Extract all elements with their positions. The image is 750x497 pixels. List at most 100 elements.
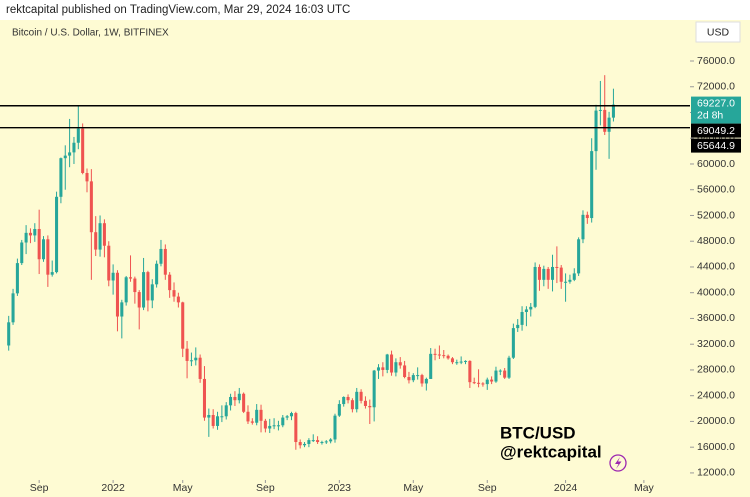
y-tick-label: 56000.0 (697, 184, 735, 196)
candle-body (76, 128, 80, 143)
candle-body (176, 296, 180, 303)
candle-body (37, 228, 41, 260)
candle-body (281, 417, 285, 426)
candle-body (185, 348, 189, 361)
candle-body (572, 273, 576, 280)
currency: USD (707, 26, 730, 38)
candle-body (507, 357, 511, 378)
candle-body (337, 404, 341, 416)
candle-body (324, 441, 328, 443)
candle-body (289, 413, 294, 417)
chart-title: Bitcoin / U.S. Dollar, 1W, BITFINEX (12, 28, 169, 39)
candle-body (120, 302, 124, 317)
y-tick-label: 48000.0 (697, 235, 735, 247)
candle-body (376, 367, 381, 371)
candle-body (150, 284, 154, 301)
candle-body (520, 312, 524, 325)
header: rektcapital published on TradingView.com… (6, 4, 350, 16)
candle-body (416, 375, 420, 377)
lightning-icon[interactable] (609, 454, 627, 472)
candle-body (577, 239, 581, 274)
candle-body (189, 360, 193, 362)
candle-body (363, 400, 367, 406)
candle-body (555, 266, 559, 268)
candle-body (529, 306, 533, 310)
candle-body (372, 370, 376, 408)
y-tick-label: 32000.0 (697, 338, 735, 350)
y-tick-label: 20000.0 (697, 415, 735, 427)
candle-body (550, 266, 555, 280)
candle-body (272, 425, 276, 427)
candle-body (250, 421, 254, 423)
candle-body (407, 377, 411, 381)
candle-body (41, 239, 46, 260)
candle-body (450, 358, 454, 363)
candle-body (98, 223, 102, 250)
chart-background (0, 20, 750, 497)
candle-body (524, 309, 528, 313)
candle-body (559, 267, 563, 282)
y-tick-label: 12000.0 (697, 467, 735, 479)
candle-body (59, 158, 63, 197)
candle-body (533, 266, 537, 307)
candle-body (459, 361, 463, 363)
candle-body (342, 396, 346, 405)
candle-body (311, 440, 315, 442)
y-tick-label: 28000.0 (697, 364, 735, 376)
candle-body (537, 266, 541, 280)
candle-body (564, 281, 568, 283)
candle-body (320, 442, 324, 444)
candle-body (172, 290, 176, 297)
x-tick-label: May (634, 482, 655, 494)
candle-body (381, 367, 385, 370)
candle-body (46, 239, 50, 275)
candle-body (155, 263, 159, 285)
candle-body (181, 302, 185, 349)
candle-body (420, 375, 424, 384)
x-tick-label: May (173, 482, 194, 494)
candle-body (355, 391, 359, 410)
candle-body (303, 443, 307, 446)
candle-body (63, 155, 67, 159)
candle-body (498, 370, 502, 372)
x-tick-label: Sep (30, 482, 49, 494)
candle-body (229, 396, 233, 406)
candle-body (437, 354, 441, 356)
y-tick-label: 16000.0 (697, 441, 735, 453)
candle-body (424, 378, 428, 384)
candle-body (268, 425, 272, 429)
candle-body (329, 439, 333, 442)
line-label-box (691, 138, 741, 153)
y-tick-label: 72000.0 (697, 81, 735, 93)
candle-body (85, 172, 89, 182)
candle-body (494, 370, 498, 382)
candle-body (294, 413, 298, 443)
candle-body (455, 362, 459, 364)
candle-body (490, 379, 494, 382)
candle-body (20, 242, 24, 264)
candle-body (11, 293, 15, 323)
watermark: BTC/USD (500, 423, 576, 442)
y-tick-label: 24000.0 (697, 389, 735, 401)
x-tick-label: Sep (478, 482, 497, 494)
candle-body (159, 248, 163, 264)
candle-body (15, 263, 19, 294)
candle-body (442, 355, 446, 357)
candle-body (28, 232, 32, 236)
candle-body (285, 416, 289, 418)
candle-body (390, 354, 394, 373)
last-price-box (691, 96, 741, 124)
candle-body (276, 425, 280, 427)
candle-body (220, 416, 224, 418)
candle-body (468, 360, 472, 383)
candle-body (255, 409, 259, 423)
candle-body (546, 268, 550, 280)
candle-body (385, 354, 389, 370)
candle-body (263, 420, 267, 429)
candle-body (611, 104, 615, 118)
candle-body (598, 109, 602, 111)
candle-body (368, 405, 372, 408)
candle-body (316, 440, 320, 443)
candle-body (481, 383, 485, 385)
